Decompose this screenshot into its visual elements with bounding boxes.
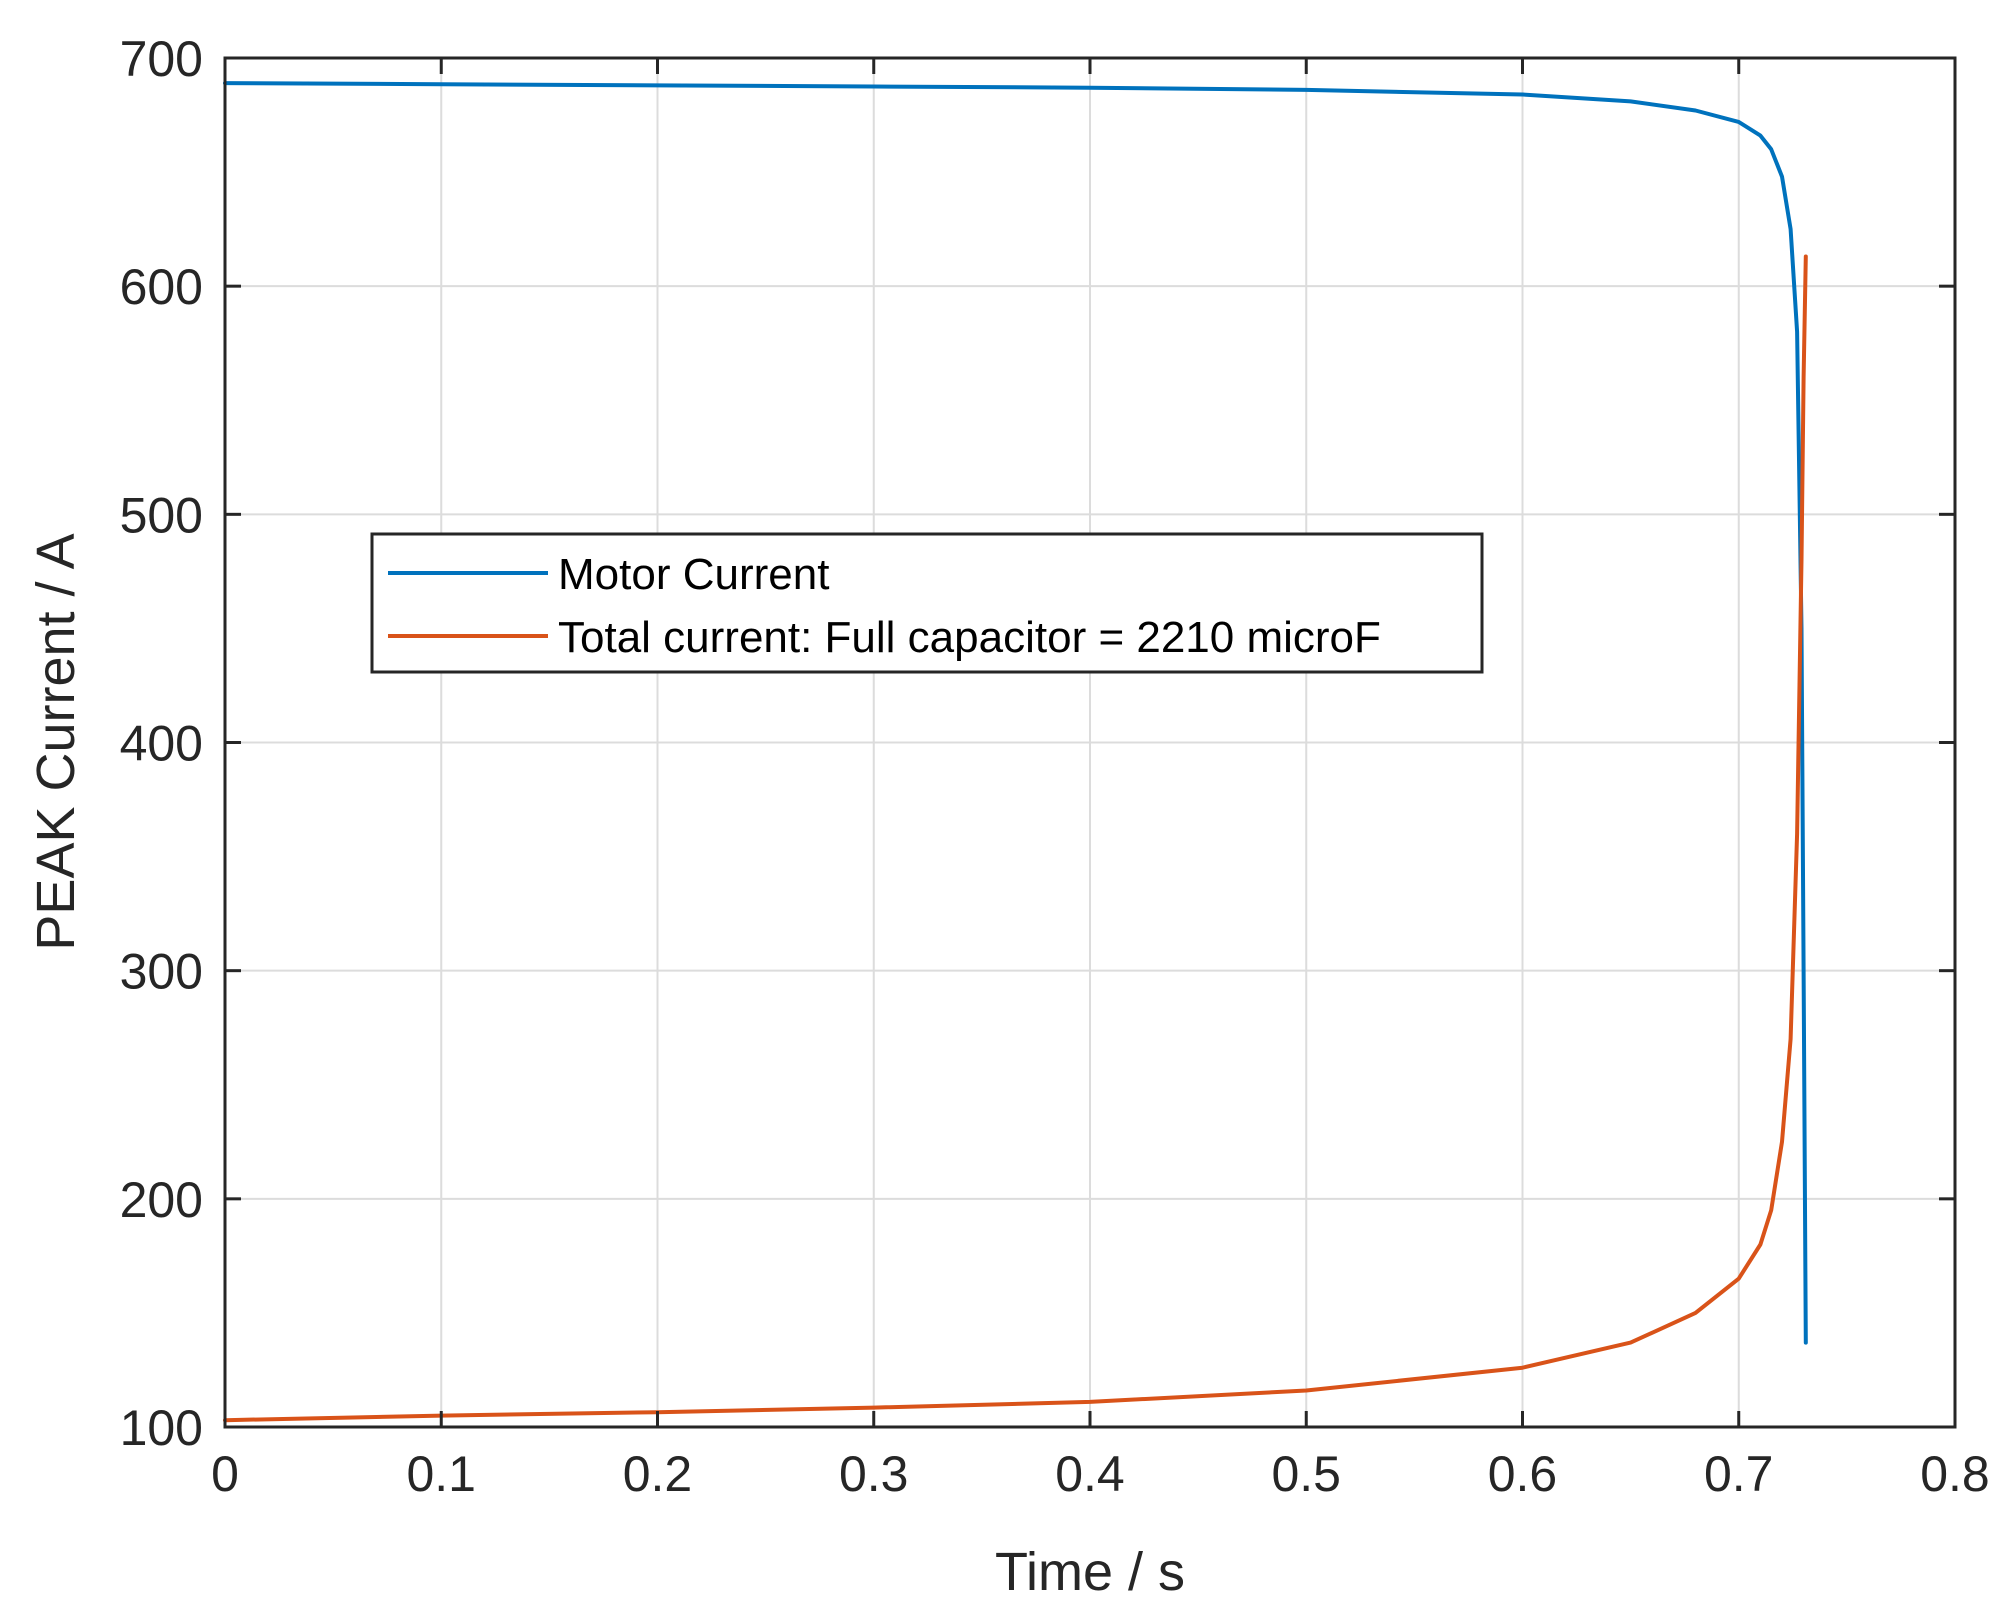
x-tick-label: 0.5 xyxy=(1271,1446,1341,1502)
y-tick-label: 100 xyxy=(120,1400,203,1456)
y-tick-label: 200 xyxy=(120,1172,203,1228)
x-tick-label: 0.3 xyxy=(839,1446,909,1502)
y-axis-label: PEAK Current / A xyxy=(26,533,86,950)
legend-box xyxy=(370,532,1484,674)
y-tick-label: 500 xyxy=(120,487,203,543)
x-axis-label: Time / s xyxy=(995,1542,1185,1602)
x-tick-label: 0.1 xyxy=(406,1446,476,1502)
series-line-total-current xyxy=(223,254,1808,1423)
grid-layer xyxy=(224,57,1956,1428)
legend-label-total-current: Total current: Full capacitor = 2210 mic… xyxy=(558,613,1381,662)
series-layer xyxy=(223,81,1808,1423)
y-tick-label: 400 xyxy=(120,716,203,772)
y-tick-label: 700 xyxy=(120,31,203,87)
tick-layer: 0 0.1 0.2 0.3 0.4 0.5 0.6 0.7 0.8 100 200 300 400 500… xyxy=(120,31,1990,1502)
x-tick-label: 0.2 xyxy=(623,1446,693,1502)
series-line-motor-current xyxy=(223,81,1808,1345)
x-tick-label: 0.7 xyxy=(1704,1446,1774,1502)
y-tick-label: 300 xyxy=(120,944,203,1000)
legend: Motor Current Total current: Full capaci… xyxy=(370,532,1484,674)
x-tick-label: 0 xyxy=(211,1446,239,1502)
x-tick-label: 0.8 xyxy=(1920,1446,1990,1502)
x-tick-label: 0.4 xyxy=(1055,1446,1125,1502)
x-tick-label: 0.6 xyxy=(1488,1446,1558,1502)
y-tick-label: 600 xyxy=(120,259,203,315)
legend-label-motor-current: Motor Current xyxy=(558,550,829,599)
